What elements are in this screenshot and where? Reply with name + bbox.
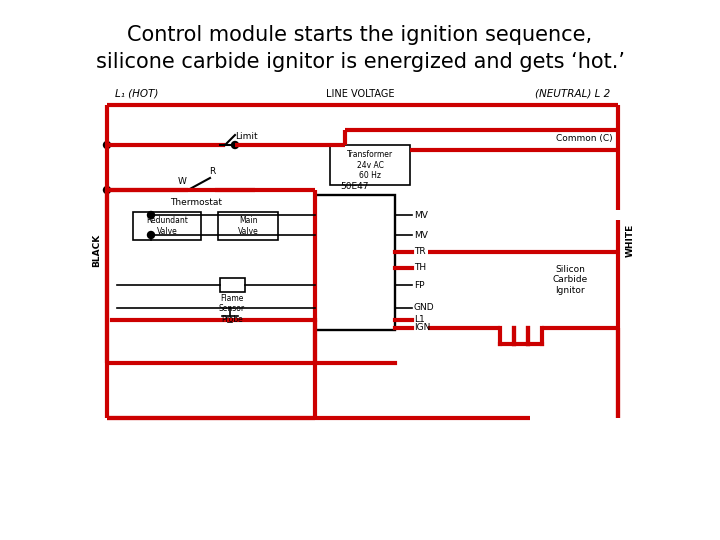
Text: Common (C): Common (C): [557, 134, 613, 143]
Text: BLACK: BLACK: [92, 233, 102, 267]
Text: FP: FP: [414, 280, 425, 289]
Circle shape: [148, 232, 155, 239]
Bar: [315, 195, 395, 330]
Circle shape: [148, 212, 155, 219]
Bar: [218, 212, 278, 240]
Text: MV: MV: [414, 211, 428, 219]
Text: WHITE: WHITE: [626, 224, 634, 256]
Text: Transformer
24v AC
60 Hz: Transformer 24v AC 60 Hz: [347, 150, 393, 180]
Text: Control module starts the ignition sequence,: Control module starts the ignition seque…: [127, 25, 593, 45]
Circle shape: [104, 141, 110, 149]
Text: Flame
Sensor
Probe: Flame Sensor Probe: [219, 294, 245, 324]
Text: MV: MV: [414, 231, 428, 240]
Text: IGN: IGN: [414, 323, 431, 333]
Text: TH: TH: [414, 264, 426, 273]
Text: TR: TR: [414, 247, 426, 256]
Text: Redundant
Valve: Redundant Valve: [146, 217, 188, 235]
Text: Thermostat: Thermostat: [170, 198, 222, 207]
Text: silicone carbide ignitor is energized and gets ‘hot.’: silicone carbide ignitor is energized an…: [96, 52, 624, 72]
Text: LINE VOLTAGE: LINE VOLTAGE: [325, 89, 395, 99]
Text: L1: L1: [414, 315, 425, 325]
Bar: [220, 278, 245, 292]
Bar: [133, 212, 201, 240]
Text: 50E47: 50E47: [341, 182, 369, 191]
Text: Limit: Limit: [235, 132, 258, 141]
Bar: [330, 145, 410, 185]
Text: Main
Valve: Main Valve: [238, 217, 258, 235]
Text: L₁ (HOT): L₁ (HOT): [115, 89, 158, 99]
Text: Silicon
Carbide
Ignitor: Silicon Carbide Ignitor: [552, 265, 588, 295]
Text: W: W: [178, 177, 186, 186]
Text: GND: GND: [414, 303, 435, 313]
Circle shape: [104, 186, 110, 193]
Circle shape: [232, 141, 238, 149]
Text: R: R: [209, 167, 215, 176]
Text: (NEUTRAL) L 2: (NEUTRAL) L 2: [535, 89, 610, 99]
